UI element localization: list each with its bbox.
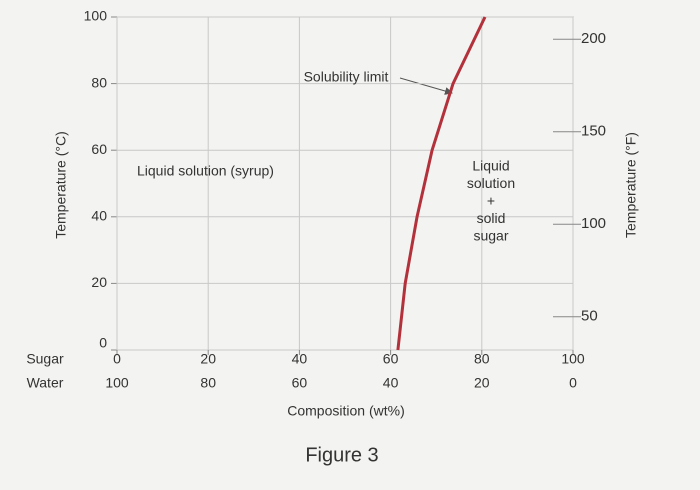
x-row-label: Sugar [26,351,64,367]
y-tick-label: 20 [91,274,107,290]
annotation-arrow [399,77,453,95]
x2-tick-label: 80 [200,375,216,391]
x-tick-label: 40 [292,351,308,367]
figure-label: Figure 3 [305,444,378,466]
x2-row-label: Water [27,375,64,391]
annotation: solution [467,175,515,191]
x-tick-label: 100 [561,351,585,367]
annotation: + [487,193,495,209]
y2-tick-label: 150 [581,123,606,140]
x-axis-label: Composition (wt%) [287,403,404,419]
y2-tick-label: 200 [581,30,606,47]
x2-tick-label: 20 [474,375,490,391]
solubility-curve [396,16,487,351]
annotation: Liquid [472,158,509,174]
annotation: sugar [473,228,508,244]
y-tick-label: 80 [91,74,107,90]
x2-tick-label: 0 [569,375,577,391]
x2-tick-label: 40 [383,375,399,391]
x-tick-label: 20 [200,351,216,367]
y-tick-label: 60 [91,141,107,157]
x-tick-label: 80 [474,351,490,367]
annotation: Liquid solution (syrup) [137,163,274,179]
y-axis-label: Temperature (°C) [53,131,69,239]
marks [111,16,581,355]
y2-axis-label: Temperature (°F) [623,132,639,238]
y-tick-label: 0 [99,335,107,351]
x-tick-label: 60 [383,351,399,367]
y-tick-label: 100 [84,8,108,24]
x2-tick-label: 60 [292,375,308,391]
annotation: Solubility limit [304,69,389,85]
x-tick-label: 0 [113,351,121,367]
y-tick-label: 40 [91,208,107,224]
y2-tick-label: 50 [581,308,598,325]
annotation: solid [477,210,506,226]
x2-tick-label: 100 [105,375,129,391]
y2-tick-label: 100 [581,215,606,232]
